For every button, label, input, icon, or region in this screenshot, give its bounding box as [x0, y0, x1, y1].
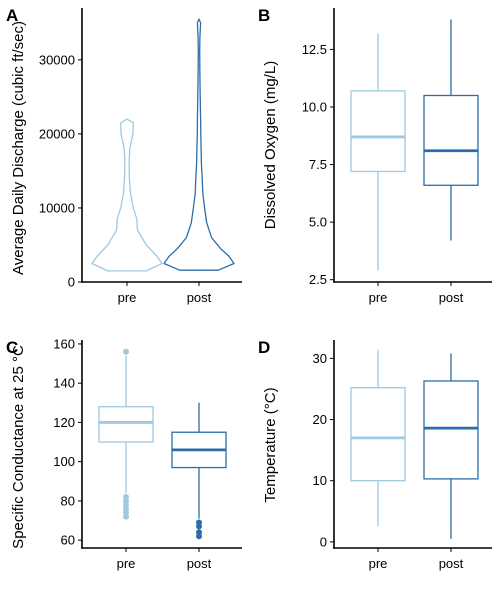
panel-c-x-tick-label: post: [187, 556, 212, 571]
panel-a-post-violin: [163, 18, 235, 271]
panel-b-post-box: [423, 94, 479, 186]
panel-b-y-tick-label: 5.0: [309, 215, 327, 230]
panel-d-y-tick-label: 0: [320, 534, 327, 549]
panel-b-y-tick-label: 10.0: [302, 100, 327, 115]
panel-a-y-tick-label: 10000: [39, 200, 75, 215]
panel-b-x-tick-label: post: [439, 290, 464, 305]
panel-b-x-tick-label: pre: [369, 290, 388, 305]
panel-c-ylabel: Specific Conductance at 25 °C: [10, 345, 27, 549]
panel-c-post-outlier: [196, 533, 202, 540]
panel-b-pre-box: [350, 90, 406, 173]
panel-c-y-tick-label: 160: [53, 336, 75, 351]
panel-a-y-tick-label: 0: [68, 275, 75, 290]
panel-d-ylabel: Temperature (°C): [262, 387, 279, 502]
panel-c-y-tick-label: 60: [61, 533, 75, 548]
panel-d-pre-box: [350, 387, 406, 482]
panel-a-y-tick-label: 30000: [39, 52, 75, 67]
panel-c-y-tick-label: 120: [53, 415, 75, 430]
panel-a-pre-violin: [91, 118, 163, 272]
panel-b-tag: B: [258, 6, 270, 25]
panel-b: B Dissolved Oxygen (mg/L) 2.5 5.0 7.5 10.0 1…: [258, 6, 492, 305]
panel-a-x-tick-label: post: [187, 290, 212, 305]
panel-c-plot-area: 60 80 100 120 140 160 pre post: [53, 336, 242, 571]
panel-d-y-tick-label: 10: [313, 473, 327, 488]
panel-b-y-tick-label: 12.5: [302, 42, 327, 57]
panel-d-x-tick-label: pre: [369, 556, 388, 571]
panel-c-tag: C: [6, 338, 18, 357]
panel-d: D Temperature (°C) 0 10 20 30 pre post: [258, 338, 492, 571]
panel-d-x-tick-label: post: [439, 556, 464, 571]
panel-b-ylabel: Dissolved Oxygen (mg/L): [262, 61, 279, 229]
panel-b-plot-area: 2.5 5.0 7.5 10.0 12.5 pre post: [302, 8, 492, 305]
panel-a-plot-area: 0 10000 20000 30000 pre post: [39, 8, 242, 305]
panel-d-post-box: [423, 380, 479, 480]
panel-c-pre-box: [98, 406, 154, 443]
panel-c-post-outlier: [196, 523, 202, 530]
panel-a: A Average Daily Discharge (cubic ft/sec)…: [6, 6, 242, 305]
panel-b-y-tick-label: 2.5: [309, 272, 327, 287]
panel-c-x-tick-label: pre: [117, 556, 136, 571]
panel-c-y-tick-label: 80: [61, 493, 75, 508]
panel-c: C Specific Conductance at 25 °C 60 80 100 1…: [6, 336, 242, 571]
panel-d-y-tick-label: 20: [313, 412, 327, 427]
panel-d-tag: D: [258, 338, 270, 357]
panel-c-pre-outlier: [123, 513, 129, 520]
panel-a-tag: A: [6, 6, 18, 25]
panel-b-y-tick-label: 7.5: [309, 157, 327, 172]
panel-c-y-tick-label: 100: [53, 454, 75, 469]
panel-a-y-tick-label: 20000: [39, 126, 75, 141]
panel-a-ylabel: Average Daily Discharge (cubic ft/sec): [10, 21, 27, 275]
panel-c-y-tick-label: 140: [53, 376, 75, 391]
panel-a-x-tick-label: pre: [118, 290, 137, 305]
panel-d-y-tick-label: 30: [313, 351, 327, 366]
panel-c-pre-outlier: [123, 348, 129, 355]
panel-d-plot-area: 0 10 20 30 pre post: [313, 340, 492, 571]
